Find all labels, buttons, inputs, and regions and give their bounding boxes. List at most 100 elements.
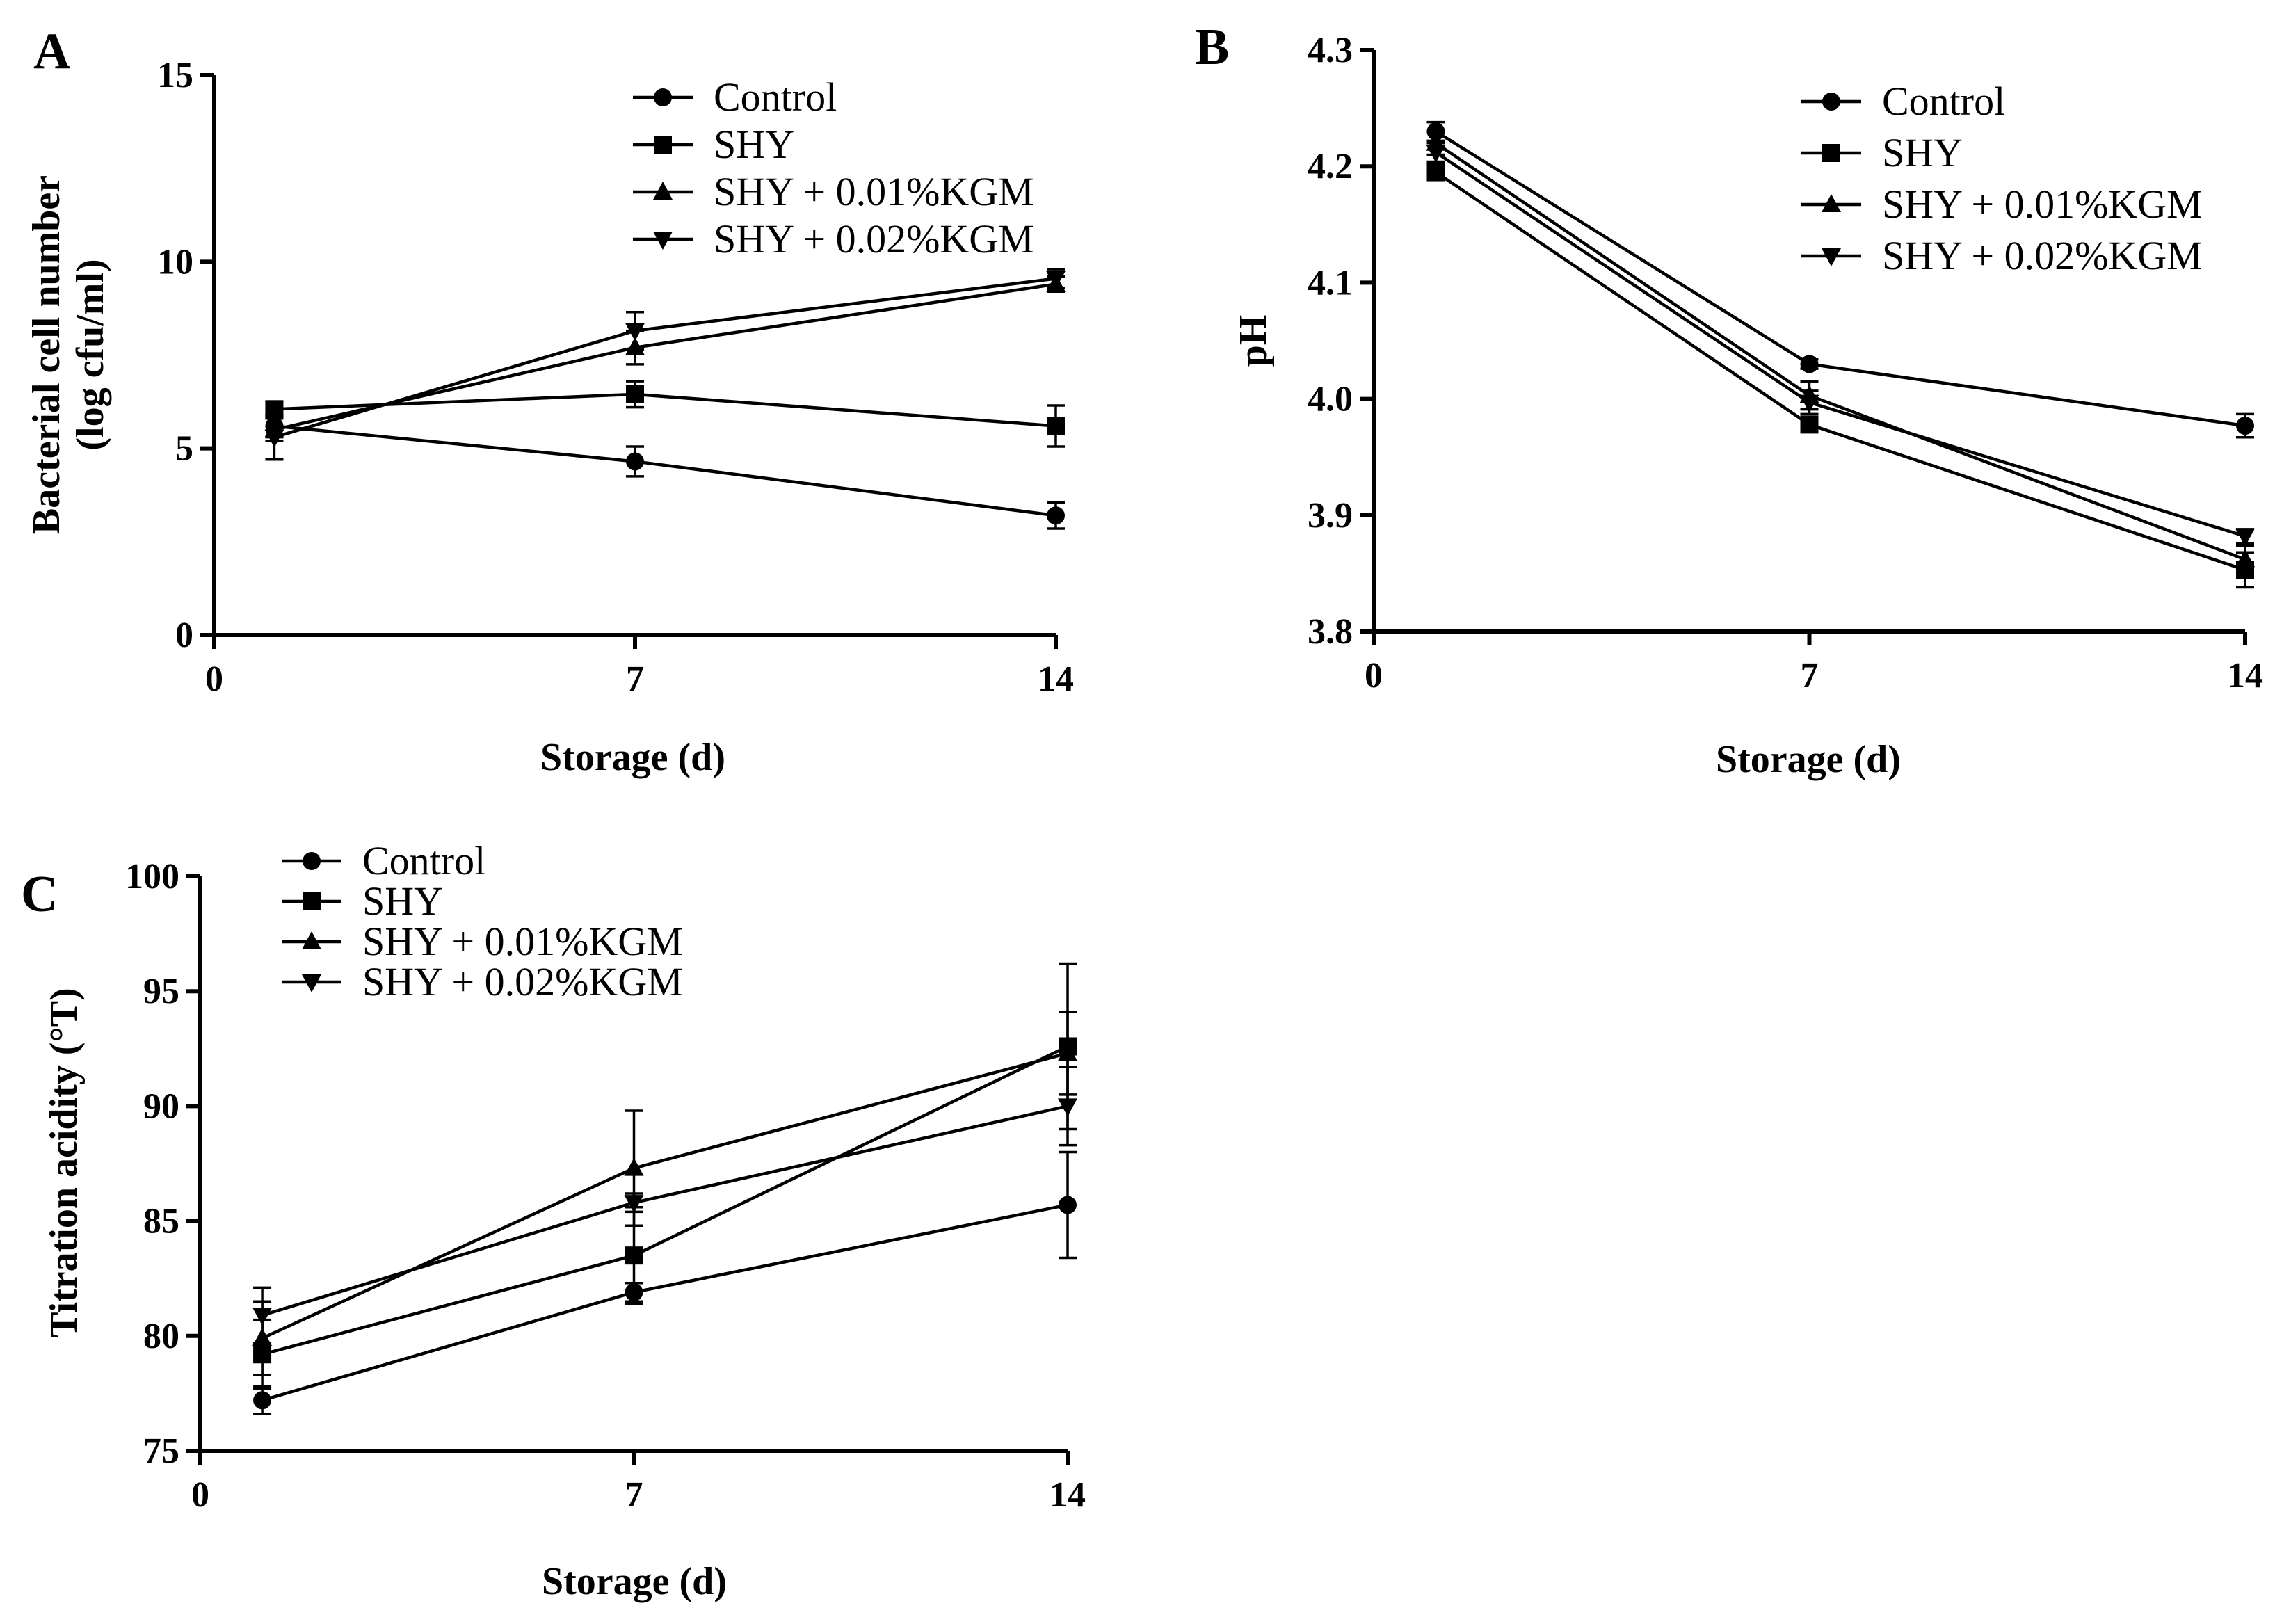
panel-b-series-control xyxy=(1426,120,2254,439)
panel-c-x-axis-title: Storage (d) xyxy=(542,1560,727,1603)
panel-c-data-point xyxy=(1058,1098,1077,1117)
panel-b-data-point xyxy=(1800,415,1819,434)
panel-b-legend-label: SHY + 0.01%KGM xyxy=(1882,182,2203,227)
panel-b-data-point xyxy=(2235,528,2255,547)
panel-c-data-point xyxy=(624,1195,644,1214)
panel-a-legend-label: SHY + 0.02%KGM xyxy=(714,216,1034,262)
panel-c-y-tick-label: 85 xyxy=(143,1202,179,1241)
panel-a-data-point xyxy=(1046,271,1066,289)
panel-b-data-point xyxy=(1799,394,1819,413)
panel-b-y-tick-label: 4.3 xyxy=(1308,31,1353,70)
panel-a-letter: A xyxy=(33,23,70,80)
panel-c-legend-marker xyxy=(303,852,321,870)
panel-a-legend-label: SHY xyxy=(714,122,794,167)
panel-a-series-line xyxy=(273,282,1056,432)
panel-c-x-tick-label: 14 xyxy=(1050,1475,1086,1515)
panel-b-data-point xyxy=(2235,549,2255,568)
panel-a-legend-marker xyxy=(654,136,672,154)
panel-a-data-point xyxy=(1047,417,1065,435)
panel-a-legend-marker xyxy=(653,182,673,200)
panel-c-data-point xyxy=(1058,1043,1077,1061)
panel-b-legend-marker xyxy=(1822,194,1841,212)
panel-b-data-point xyxy=(2236,417,2254,435)
panel-b-legend-label: SHY xyxy=(1882,130,1963,175)
panel-a-series-line xyxy=(274,392,1056,428)
panel-c-y-tick-label: 75 xyxy=(143,1431,179,1471)
panel-a-y-tick-label: 5 xyxy=(175,429,193,469)
panel-b-data-point xyxy=(1800,355,1819,373)
panel-a-x-tick-label: 7 xyxy=(626,659,644,699)
panel-b-x-axis-title: Storage (d) xyxy=(1716,738,1901,781)
panel-b-series-line xyxy=(1435,130,2246,428)
panel-a-series-line xyxy=(274,424,1056,517)
panel-a-x-tick-label: 14 xyxy=(1038,659,1074,699)
panel-c-legend-label: Control xyxy=(362,838,485,883)
panel-a-series-control xyxy=(265,413,1065,530)
panel-a-data-point xyxy=(1047,506,1065,525)
panel-c-series-line xyxy=(262,1045,1068,1356)
panel-a-y-tick-label: 15 xyxy=(157,56,193,95)
panel-c-letter: C xyxy=(21,866,58,923)
panel-a-data-point xyxy=(626,385,644,403)
panel-a-data-point xyxy=(625,323,645,341)
panel-b-data-point xyxy=(1426,145,1446,163)
panel-c-data-point xyxy=(253,1391,272,1410)
panel-b-plot-area: 3.8 3.9 4.0 4.1 4.2 4.3 0 7 14 Control SHY SHY + 0.… xyxy=(1308,31,2263,696)
panel-b-series-shy xyxy=(1426,163,2254,589)
panel-a-legend-marker xyxy=(654,88,672,106)
panel-c-data-point xyxy=(252,1308,273,1326)
panel-a-legend-marker xyxy=(653,232,673,250)
panel-c-y-tick-label: 100 xyxy=(125,857,179,897)
panel-b-letter: B xyxy=(1195,19,1229,76)
panel-c-series-shy-0-02-kgm xyxy=(252,1066,1077,1344)
panel-c-y-tick-label: 95 xyxy=(143,972,179,1011)
panel-b-y-tick-label: 3.9 xyxy=(1308,496,1353,536)
panel-c-x-tick-label: 0 xyxy=(191,1475,209,1515)
panel-b-data-point xyxy=(1426,163,1445,182)
panel-a-series-shy-0-01-kgm xyxy=(264,273,1066,442)
panel-c-data-point xyxy=(1059,1196,1077,1214)
panel-b-y-axis-title: pH xyxy=(1232,315,1275,367)
panel-c-series-shy xyxy=(253,962,1077,1390)
panel-a-data-point xyxy=(264,429,284,448)
panel-a-legend-label: SHY + 0.01%KGM xyxy=(714,169,1034,214)
panel-c-y-tick-label: 80 xyxy=(143,1317,179,1356)
panel-c-legend-marker xyxy=(302,931,321,949)
panel-c-series-shy-0-01-kgm xyxy=(252,1011,1077,1376)
panel-b-legend-marker xyxy=(1822,144,1840,162)
panel-b-x-tick-label: 14 xyxy=(2227,656,2263,696)
panel-b-legend-label: SHY + 0.02%KGM xyxy=(1882,233,2203,278)
panel-b-legend-marker xyxy=(1822,93,1840,111)
panel-b-series-shy-0-02-kgm xyxy=(1426,142,2255,547)
panel-a-x-tick-label: 0 xyxy=(205,659,223,699)
panel-b-chart: B 3.8 3.9 4.0 4.1 4.2 4.3 0 7 14 Control SHY SHY + … xyxy=(1195,19,2263,781)
panel-c-legend-marker xyxy=(302,974,321,992)
panel-a-x-axis-title: Storage (d) xyxy=(540,736,725,779)
panel-a-y-axis-title-line-2: (log cfu/ml) xyxy=(69,259,112,450)
panel-b-legend: Control SHY SHY + 0.01%KGM SHY + 0.02%KGM xyxy=(1801,79,2203,278)
panel-b-y-tick-label: 4.0 xyxy=(1308,380,1353,419)
panel-b-y-tick-label: 4.1 xyxy=(1308,263,1353,303)
panel-b-y-tick-label: 4.2 xyxy=(1308,147,1353,186)
panel-a-series-shy-0-02-kgm xyxy=(264,268,1066,461)
panel-c-series-line xyxy=(262,1203,1068,1402)
panel-a-y-tick-label: 10 xyxy=(157,242,193,282)
panel-c-y-tick-label: 90 xyxy=(143,1086,179,1126)
panel-a-y-axis-title-line-1: Bacterial cell number xyxy=(25,175,68,534)
panel-b-legend-label: Control xyxy=(1882,79,2005,124)
panel-a-legend-label: Control xyxy=(714,74,837,120)
panel-b-x-tick-label: 0 xyxy=(1365,656,1383,696)
panel-c-y-axis-title: Titration acidity (°T) xyxy=(42,988,86,1338)
panel-c-legend-label: SHY + 0.01%KGM xyxy=(362,919,683,964)
panel-b-y-tick-label: 3.8 xyxy=(1308,612,1353,652)
panel-c-series-control xyxy=(253,1150,1077,1415)
panel-c-legend-label: SHY + 0.02%KGM xyxy=(362,959,683,1004)
panel-c-data-point xyxy=(624,1157,644,1176)
